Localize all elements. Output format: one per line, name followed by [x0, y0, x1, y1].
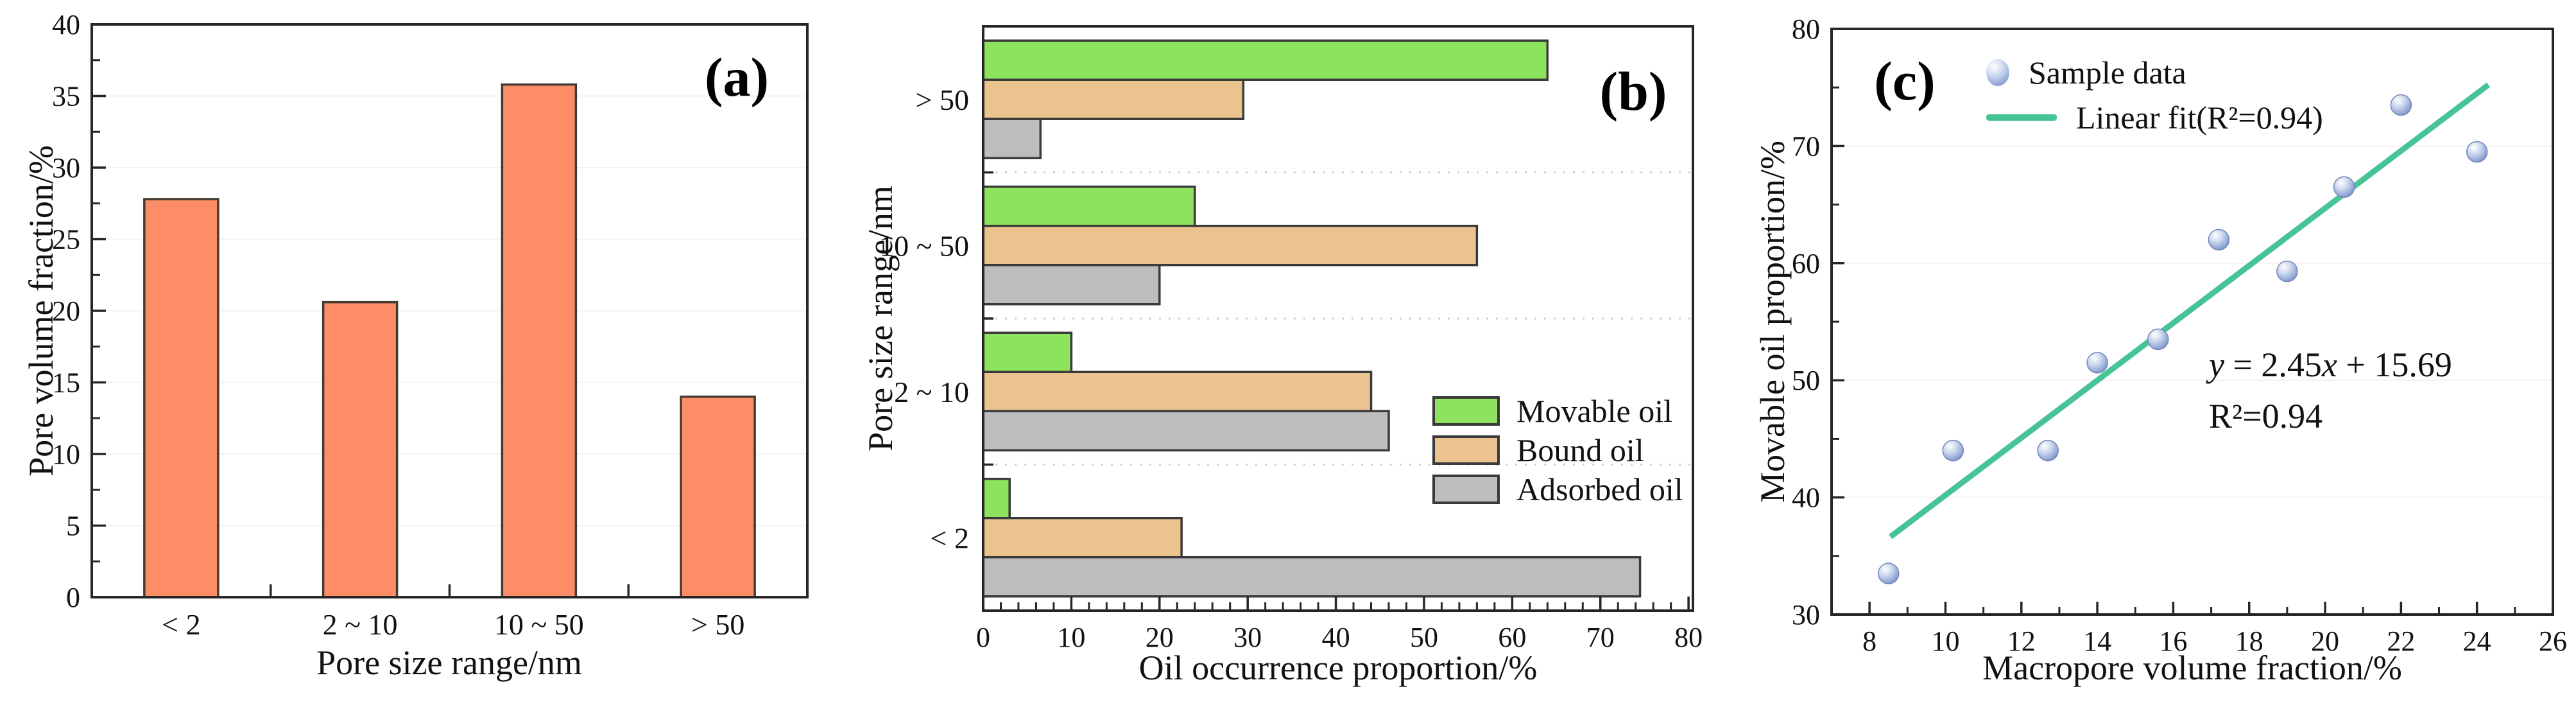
category-label-a: > 50: [691, 608, 744, 641]
ytick-label-c: 60: [1792, 248, 1820, 279]
bar-> 50: [680, 396, 756, 598]
xtick-label-c: 24: [2463, 625, 2491, 657]
xtick-label-b: 10: [1057, 622, 1085, 653]
bar-Adsorbed oil-< 2: [982, 556, 1642, 598]
xtick-label-c: 8: [1862, 625, 1876, 657]
ytick-label-a: 15: [52, 367, 80, 399]
ytick-label-c: 30: [1792, 599, 1820, 631]
xtick-label-c: 12: [2007, 625, 2036, 657]
panel-b-frame: [982, 25, 1694, 612]
scatter-point: [2390, 94, 2412, 116]
bar-Adsorbed oil-> 50: [982, 118, 1042, 159]
category-label-b: 2 ~ 10: [894, 376, 969, 408]
bar-Movable oil-> 50: [982, 39, 1549, 81]
category-label-b: > 50: [916, 83, 969, 116]
xtick-label-b: 60: [1498, 622, 1526, 653]
xtick-label-b: 30: [1233, 622, 1262, 653]
bar-Bound oil-10 ~ 50: [982, 225, 1479, 266]
ytick-label-c: 40: [1792, 482, 1820, 514]
ytick-label-a: 35: [52, 81, 80, 112]
xtick-label-c: 22: [2387, 625, 2415, 657]
bar-Bound oil-< 2: [982, 517, 1183, 559]
xtick-label-b: 50: [1410, 622, 1438, 653]
scatter-point: [2086, 352, 2108, 374]
category-label-b: 10 ~ 50: [879, 229, 969, 262]
ytick-label-a: 5: [66, 511, 80, 542]
scatter-point: [2276, 260, 2298, 283]
ytick-label-a: 25: [52, 224, 80, 256]
xtick-label-c: 16: [2159, 625, 2187, 657]
scatter-point: [1942, 439, 1964, 462]
xtick-label-c: 18: [2235, 625, 2263, 657]
category-label-a: 2 ~ 10: [323, 608, 398, 641]
category-label-a: 10 ~ 50: [494, 608, 584, 641]
bar-< 2: [143, 198, 219, 598]
scatter-point: [1877, 563, 1900, 584]
xtick-label-b: 40: [1322, 622, 1350, 653]
ytick-label-c: 80: [1792, 13, 1820, 45]
ytick-label-a: 40: [52, 9, 80, 40]
scatter-point: [2037, 439, 2059, 462]
bar-2 ~ 10: [322, 301, 399, 598]
bar-Bound oil-2 ~ 10: [982, 371, 1373, 412]
bar-Movable oil-< 2: [982, 478, 1011, 519]
bar-Bound oil-> 50: [982, 78, 1245, 120]
xtick-label-c: 26: [2539, 625, 2567, 657]
category-label-a: < 2: [162, 608, 200, 641]
ytick-label-a: 20: [52, 295, 80, 327]
xtick-label-c: 14: [2083, 625, 2111, 657]
bar-10 ~ 50: [501, 83, 578, 598]
category-label-b: < 2: [931, 521, 969, 554]
xtick-label-b: 80: [1674, 622, 1703, 653]
bar-Adsorbed oil-10 ~ 50: [982, 264, 1161, 306]
scatter-point: [2333, 176, 2355, 198]
bar-Adsorbed oil-2 ~ 10: [982, 410, 1390, 451]
ytick-label-a: 10: [52, 439, 80, 470]
ytick-label-a: 0: [66, 582, 80, 613]
bar-Movable oil-2 ~ 10: [982, 331, 1073, 373]
xtick-label-b: 70: [1586, 622, 1615, 653]
ytick-label-c: 70: [1792, 130, 1820, 162]
scatter-point: [2466, 141, 2488, 163]
ytick-label-c: 50: [1792, 365, 1820, 396]
scatter-point: [2147, 328, 2169, 351]
fit-line: [1888, 82, 2491, 539]
ytick-label-a: 30: [52, 152, 80, 184]
xtick-label-c: 10: [1931, 625, 1959, 657]
scatter-point: [2208, 229, 2230, 251]
xtick-label-b: 0: [976, 622, 990, 653]
xtick-label-c: 20: [2311, 625, 2339, 657]
xtick-label-b: 20: [1146, 622, 1174, 653]
bar-Movable oil-10 ~ 50: [982, 186, 1196, 227]
